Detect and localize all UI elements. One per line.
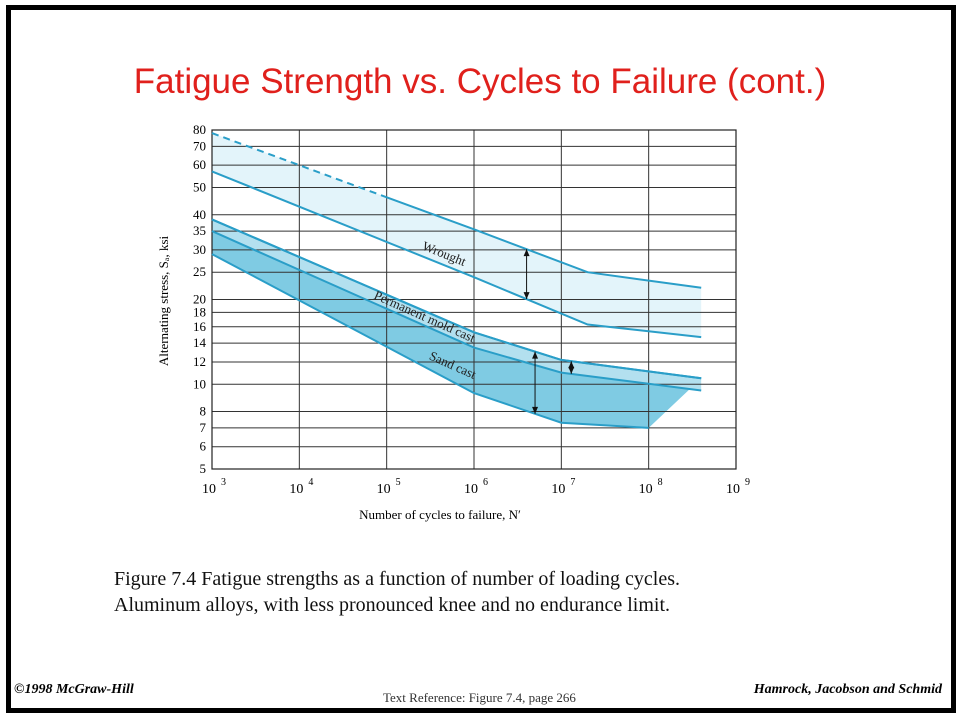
y-axis-label: Alternating stress, Sₐ, ksi [156,235,171,366]
sand-cast-lower-curve [211,253,649,429]
x-tick-label: 10 [464,482,478,497]
y-tick-label: 60 [193,157,206,172]
y-tick-label: 7 [200,420,207,435]
wrought-upper-curve [386,196,702,289]
y-tick-label: 8 [200,404,207,419]
x-tick-label: 10 [726,482,740,497]
x-tick-exponent: 6 [483,477,488,488]
span-arrow-head [568,366,575,374]
footer-authors: Hamrock, Jacobson and Schmid [753,682,942,697]
y-tick-label: 5 [200,461,207,476]
x-tick-exponent: 7 [570,477,575,488]
span-arrow-head [568,361,575,369]
permanent-mold-cast-lower-curve [211,230,702,392]
x-tick-label: 10 [289,482,303,497]
x-tick-exponent: 3 [221,477,226,488]
wrought-lower-curve [211,170,702,339]
band-wrought [212,133,702,338]
x-tick-label: 10 [377,482,391,497]
chart-curves [211,132,702,429]
x-tick-exponent: 8 [658,477,663,488]
x-tick-exponent: 9 [745,477,750,488]
footer-copyright: ©1998 McGraw-Hill [14,682,134,697]
chart-grid [211,129,737,470]
x-axis-label: Number of cycles to failure, N′ [359,507,521,522]
plot-border [211,129,737,470]
span-arrow-head [523,249,530,257]
y-tick-label: 30 [193,242,206,257]
x-tick-label: 10 [202,482,216,497]
sand-cast-upper-curve [211,218,702,380]
y-tick-label: 14 [193,335,207,350]
y-tick-label: 6 [200,439,207,454]
y-tick-label: 25 [193,264,206,279]
span-arrow-head [532,351,539,359]
y-tick-label: 10 [193,376,206,391]
y-tick-label: 12 [193,354,206,369]
x-tick-label: 10 [639,482,653,497]
slide-frame [6,5,956,713]
figure-caption: Figure 7.4 Fatigue strengths as a functi… [114,566,680,618]
x-tick-exponent: 5 [396,477,401,488]
band-permanent-mold-cast [212,219,702,391]
span-arrow-head [532,406,539,414]
span-arrow-head [523,292,530,300]
y-tick-label: 18 [193,304,206,319]
y-tick-label: 70 [193,138,206,153]
y-tick-label: 16 [193,319,207,334]
y-tick-label: 35 [193,223,206,238]
caption-line-2: Aluminum alloys, with less pronounced kn… [114,594,670,616]
x-tick-exponent: 4 [308,477,313,488]
y-tick-label: 20 [193,292,206,307]
caption-line-1: Figure 7.4 Fatigue strengths as a functi… [114,568,680,590]
y-tick-label: 40 [193,207,206,222]
y-tick-label: 50 [193,179,206,194]
slide-title: Fatigue Strength vs. Cycles to Failure (… [133,62,827,101]
footer-text-reference: Text Reference: Figure 7.4, page 266 [383,690,576,705]
x-tick-label: 10 [551,482,565,497]
y-tick-label: 80 [193,122,206,137]
